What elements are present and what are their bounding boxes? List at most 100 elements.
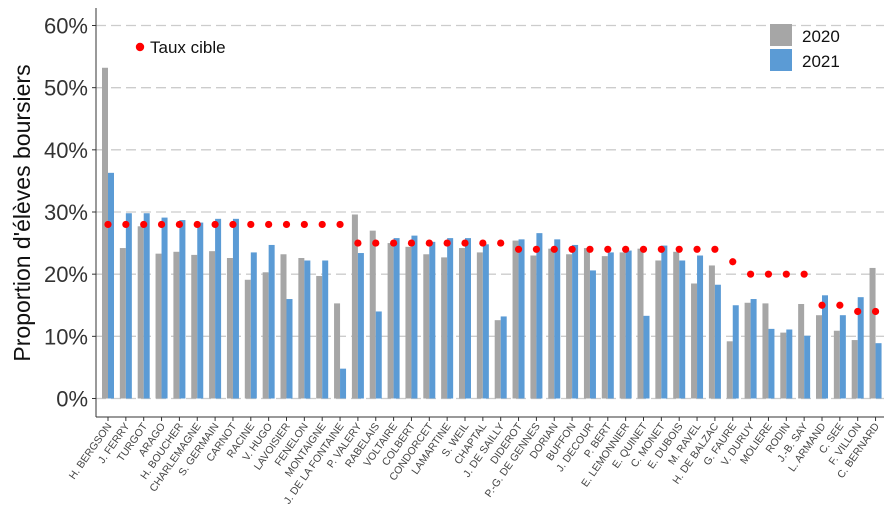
bar-2021 [268, 244, 275, 399]
bar-2020 [476, 252, 483, 399]
target-point [336, 220, 344, 229]
bar-2021 [589, 270, 596, 399]
bar-2020 [512, 240, 519, 399]
bar-2021 [607, 252, 614, 399]
target-point [175, 220, 183, 229]
target-point [657, 245, 665, 253]
target-point [800, 270, 808, 278]
target-point [818, 301, 826, 309]
legend-series: 2020 2021 [770, 24, 840, 71]
bar-2021 [286, 299, 293, 399]
bar-2020 [102, 67, 108, 399]
bar-2021 [786, 329, 793, 399]
target-point [282, 220, 291, 229]
bar-2020 [441, 257, 448, 399]
bar-2020 [833, 330, 840, 399]
grid-lines [96, 24, 884, 400]
bar-2021 [411, 235, 418, 399]
bar-2021 [322, 260, 329, 399]
bar-2020 [298, 258, 305, 399]
bar-2021 [697, 255, 704, 399]
legend-label-2020: 2020 [802, 27, 840, 46]
target-point [622, 245, 630, 253]
target-point [532, 245, 541, 253]
y-tick-label: 20% [44, 262, 88, 287]
y-axis-label: Proportion d'élèves boursiers [9, 64, 35, 361]
bar-2021 [732, 305, 739, 399]
bar-2020 [209, 251, 216, 399]
bar-2020 [726, 341, 733, 399]
y-axis-ticks: 0% 10% 20% 30% 40% 50% 60% [44, 14, 96, 412]
bar-2021 [554, 239, 561, 399]
legend-target-label: Taux cible [150, 38, 226, 57]
bar-2020 [798, 304, 805, 399]
target-point [211, 220, 219, 229]
bar-2021 [143, 213, 150, 399]
bar-2020 [548, 248, 555, 399]
bar-2021 [340, 368, 347, 399]
bar-2020 [744, 302, 751, 399]
bar-2020 [262, 272, 269, 399]
bar-2020 [780, 332, 787, 399]
bar-2020 [405, 246, 412, 399]
bar-2020 [155, 253, 162, 399]
legend-target-marker [135, 42, 145, 52]
bar-2021 [518, 239, 525, 399]
bar-2020 [369, 230, 376, 399]
bar-2020 [851, 340, 858, 399]
target-point [122, 220, 130, 229]
target-point [675, 245, 683, 253]
target-point [104, 220, 112, 229]
bar-2021 [447, 238, 454, 399]
target-point [247, 220, 255, 229]
target-point [568, 245, 576, 253]
target-point [193, 220, 201, 229]
target-point [318, 220, 326, 229]
bar-2021 [643, 315, 650, 399]
bar-2020 [191, 254, 198, 399]
target-point [479, 239, 487, 247]
legend-label-2021: 2021 [802, 52, 840, 71]
bar-2021 [179, 220, 186, 399]
target-point [693, 245, 701, 253]
bar-2020 [244, 279, 251, 399]
bar-2021 [714, 284, 721, 399]
target-point [461, 239, 469, 247]
bar-2021 [197, 222, 204, 399]
bars-layer [102, 67, 882, 399]
target-point [586, 245, 594, 253]
bar-2021 [857, 297, 864, 399]
legend-target: Taux cible [135, 38, 226, 57]
bar-2020 [173, 251, 180, 399]
bar-2020 [601, 256, 608, 399]
target-point [514, 245, 523, 253]
bar-2020 [494, 320, 501, 399]
bar-2021 [661, 245, 668, 399]
bar-2021 [393, 238, 400, 399]
bar-2020 [423, 254, 430, 399]
bar-2021 [125, 213, 132, 399]
target-point [140, 220, 148, 229]
bar-2021 [679, 260, 686, 399]
target-point [425, 239, 433, 247]
bar-2021 [482, 244, 489, 399]
target-point [604, 245, 612, 253]
bar-2020 [619, 252, 626, 399]
target-point [747, 270, 755, 278]
target-point [372, 239, 380, 247]
legend-swatch-2020 [770, 24, 792, 46]
bar-2021 [875, 343, 882, 399]
bar-2021 [839, 315, 846, 399]
target-point [497, 239, 505, 247]
bar-2020 [226, 258, 233, 399]
target-point [639, 245, 648, 253]
bar-2021 [500, 316, 507, 399]
bar-2021 [304, 260, 311, 399]
bar-2021 [465, 238, 471, 399]
y-tick-label: 50% [44, 76, 88, 101]
target-point [265, 220, 273, 229]
target-point [407, 239, 416, 247]
target-point [300, 220, 308, 229]
bar-2021 [161, 217, 168, 399]
